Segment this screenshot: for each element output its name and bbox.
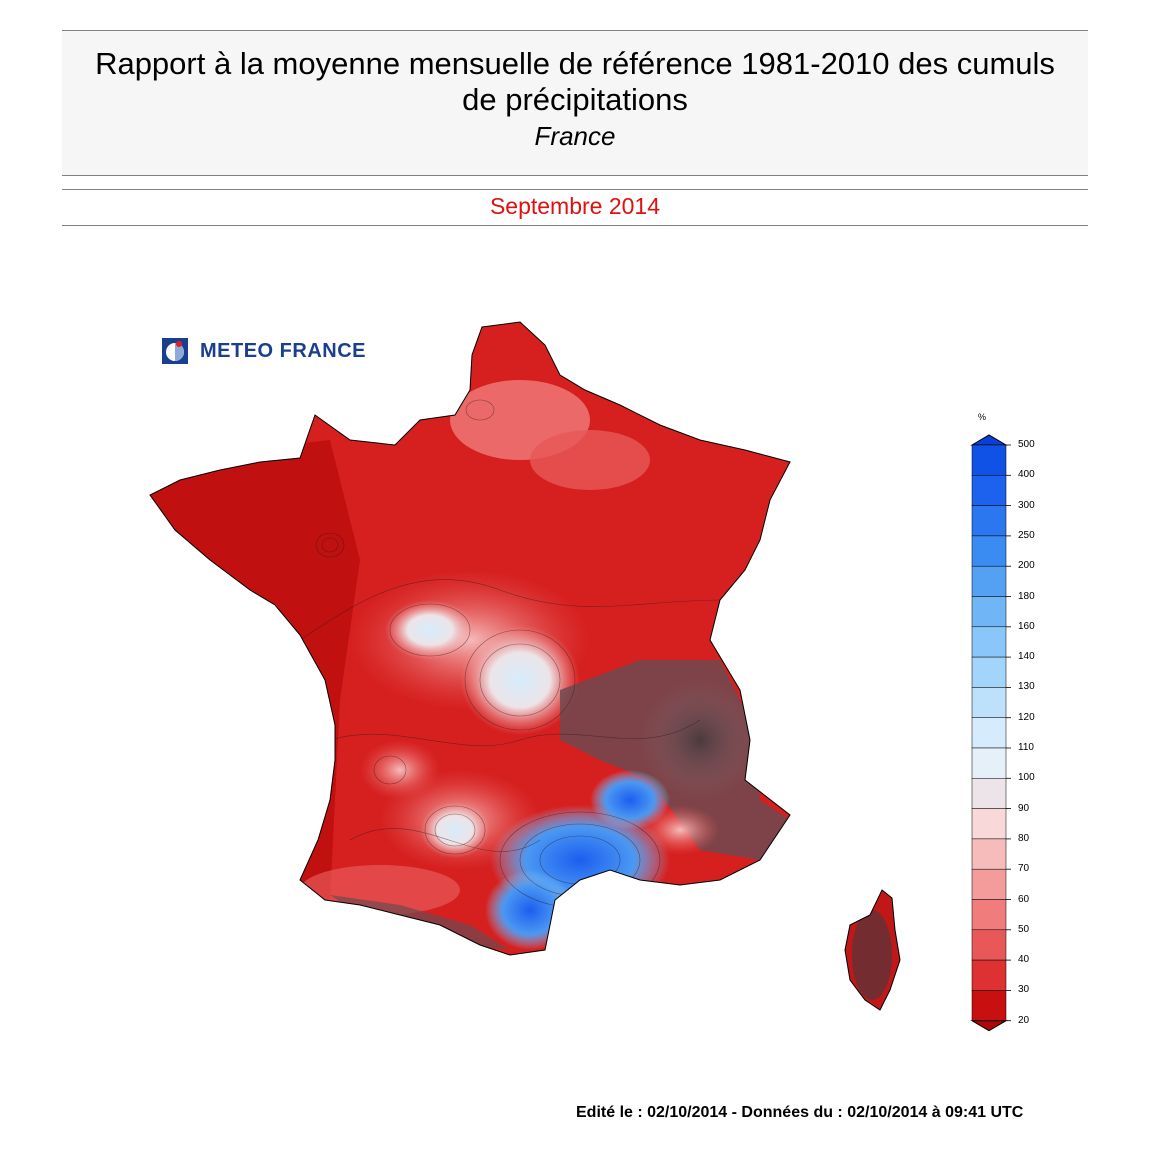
legend-tick-label: 90 xyxy=(1018,802,1030,814)
legend-swatch xyxy=(971,899,1007,931)
corsica xyxy=(844,889,901,1011)
legend-tick-label: 250 xyxy=(1018,529,1035,541)
legend-tick-label: 70 xyxy=(1018,863,1030,875)
legend-tick-label: 60 xyxy=(1018,893,1030,905)
legend-tick-label: 400 xyxy=(1018,469,1035,481)
legend-swatch xyxy=(971,959,1007,991)
legend-swatch xyxy=(971,717,1007,749)
legend-swatch xyxy=(971,838,1007,870)
data-datetime: 02/10/2014 à 09:41 UTC xyxy=(847,1104,1024,1121)
legend-swatch xyxy=(971,626,1007,658)
legend-arrow-top xyxy=(970,434,1008,446)
title-line-1: Rapport à la moyenne mensuelle de référe… xyxy=(95,46,1055,81)
period-label: Septembre 2014 xyxy=(489,193,661,219)
legend-tick-label: 80 xyxy=(1018,832,1030,844)
period-panel: Septembre 2014 xyxy=(62,189,1088,226)
legend-tick-label: 50 xyxy=(1018,923,1030,935)
title-panel: Rapport à la moyenne mensuelle de référe… xyxy=(62,30,1088,176)
edition-footer: Edité le : 02/10/2014 - Données du : 02/… xyxy=(576,1104,1023,1122)
legend-tick-label: 140 xyxy=(1018,651,1035,663)
legend-swatch xyxy=(971,747,1007,779)
legend-swatch xyxy=(971,929,1007,961)
data-label: - Données du : xyxy=(727,1104,848,1121)
color-scale-legend xyxy=(970,434,1011,1032)
legend-swatch xyxy=(971,444,1007,476)
legend-arrow-bottom xyxy=(970,1020,1008,1032)
mainland-france xyxy=(149,321,791,956)
legend-swatch xyxy=(971,778,1007,809)
legend-tick-label: 110 xyxy=(1018,742,1034,753)
legend-swatch xyxy=(971,656,1007,688)
legend-swatch xyxy=(971,990,1007,1021)
legend-tick-label: 500 xyxy=(1018,439,1035,450)
meteo-france-logo-icon xyxy=(162,338,188,364)
legend-swatch xyxy=(971,868,1007,900)
legend-tick-label: 300 xyxy=(1018,499,1035,511)
legend-tick-label: 120 xyxy=(1018,711,1035,723)
legend-swatch xyxy=(971,687,1007,718)
legend-swatch xyxy=(971,596,1007,628)
region-subtitle: France xyxy=(534,121,616,151)
legend-swatch xyxy=(971,808,1007,840)
legend-tick-label: 30 xyxy=(1018,984,1030,996)
legend-tick-label: 160 xyxy=(1018,620,1035,632)
title-line-2: de précipitations xyxy=(462,82,688,117)
legend-swatch xyxy=(971,505,1007,537)
logo-text: METEO FRANCE xyxy=(200,339,366,362)
legend-tick-label: 100 xyxy=(1018,772,1035,784)
legend-tick-label: 20 xyxy=(1018,1014,1030,1026)
legend-swatch xyxy=(971,535,1007,567)
legend-swatch xyxy=(971,565,1007,597)
edited-date: 02/10/2014 xyxy=(647,1104,728,1121)
legend-tick-label: 130 xyxy=(1018,681,1035,693)
legend-swatch xyxy=(971,475,1007,506)
legend-unit: % xyxy=(978,412,987,422)
meteo-france-logo: METEO FRANCE xyxy=(162,337,366,365)
edited-label: Edité le : xyxy=(576,1104,648,1121)
legend-tick-label: 40 xyxy=(1018,954,1030,966)
legend-tick-label: 200 xyxy=(1018,560,1035,572)
legend-tick-label: 180 xyxy=(1018,590,1035,602)
